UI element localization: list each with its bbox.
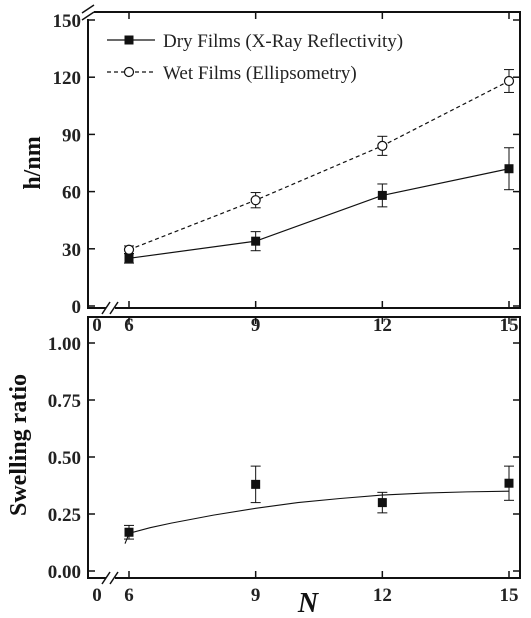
- data-point-dry: [124, 253, 134, 263]
- top-y-tick-label: 60: [62, 183, 81, 204]
- top-x-tick-label: 0: [92, 315, 102, 336]
- top-x-tick-label: 15: [500, 315, 519, 336]
- top-y-tick-label: 90: [62, 125, 81, 146]
- legend-wet-marker: [123, 66, 135, 78]
- fit-curve: [124, 490, 510, 544]
- top-x-tick-label: 9: [251, 315, 261, 336]
- data-point-swelling: [251, 479, 261, 489]
- legend-dry-label: Dry Films (X-Ray Reflectivity): [163, 31, 403, 52]
- legend-wet-label: Wet Films (Ellipsometry): [163, 63, 357, 84]
- bottom-y-tick-label: 0.00: [48, 562, 81, 583]
- bottom-x-tick-label: 9: [251, 585, 261, 606]
- bottom-x-tick-label: 6: [124, 585, 134, 606]
- top-x-tick-label: 6: [124, 315, 134, 336]
- top-y-tick-label: 30: [62, 240, 81, 261]
- top-x-break-mark: [101, 301, 111, 315]
- bottom-x-tick-label: 12: [373, 585, 392, 606]
- top-y-tick-label: 0: [72, 297, 82, 318]
- bottom-y-tick-label: 0.25: [48, 505, 81, 526]
- legend-item-dry: Dry Films (X-Ray Reflectivity): [107, 31, 403, 52]
- legend: Dry Films (X-Ray Reflectivity) Wet Films…: [107, 31, 403, 84]
- bottom-y-axis-label: Swelling ratio: [6, 374, 32, 516]
- top-y-tick-label: 120: [53, 68, 82, 89]
- data-point-swelling: [504, 478, 514, 488]
- data-point-wet: [123, 244, 135, 255]
- legend-item-wet: Wet Films (Ellipsometry): [107, 63, 357, 84]
- data-point-wet: [503, 75, 515, 87]
- data-point-wet: [377, 140, 388, 151]
- top-plot-frame: [87, 11, 521, 309]
- top-y-break-mark: [81, 4, 95, 14]
- data-point-swelling: [124, 527, 134, 537]
- top-x-break-gap: [106, 302, 115, 314]
- bottom-x-tick-label: 0: [92, 585, 102, 606]
- legend-dry-marker: [124, 35, 134, 45]
- bottom-y-tick-label: 0.50: [48, 448, 81, 469]
- top-x-tick-label: 12: [373, 315, 392, 336]
- bottom-y-tick-label: 1.00: [48, 334, 81, 355]
- top-y-break-gap: [82, 10, 94, 19]
- bottom-x-tick-label: 15: [500, 585, 519, 606]
- bottom-panel: 0 6 9 12 15 0.00 0.25 0.50 0.75 1.00 Swelling rat…: [6, 316, 521, 618]
- bottom-x-break-mark: [109, 571, 119, 585]
- top-y-break-mark: [81, 11, 95, 21]
- top-y-tick-label: 150: [53, 11, 82, 32]
- data-point-dry: [504, 164, 514, 174]
- series-line-wet: [128, 80, 510, 251]
- x-axis-label: N: [297, 588, 320, 618]
- bottom-x-break-gap: [106, 572, 115, 584]
- top-x-break-mark: [109, 301, 119, 315]
- data-point-dry: [251, 236, 261, 246]
- bottom-x-break-mark: [101, 571, 111, 585]
- data-point-dry: [377, 190, 387, 200]
- data-point-wet: [250, 195, 261, 206]
- bottom-y-tick-label: 0.75: [48, 391, 81, 412]
- top-y-axis-label: h/nm: [20, 136, 46, 189]
- series-line-dry: [128, 168, 510, 259]
- bottom-plot-frame: [87, 316, 521, 579]
- data-point-swelling: [377, 498, 387, 508]
